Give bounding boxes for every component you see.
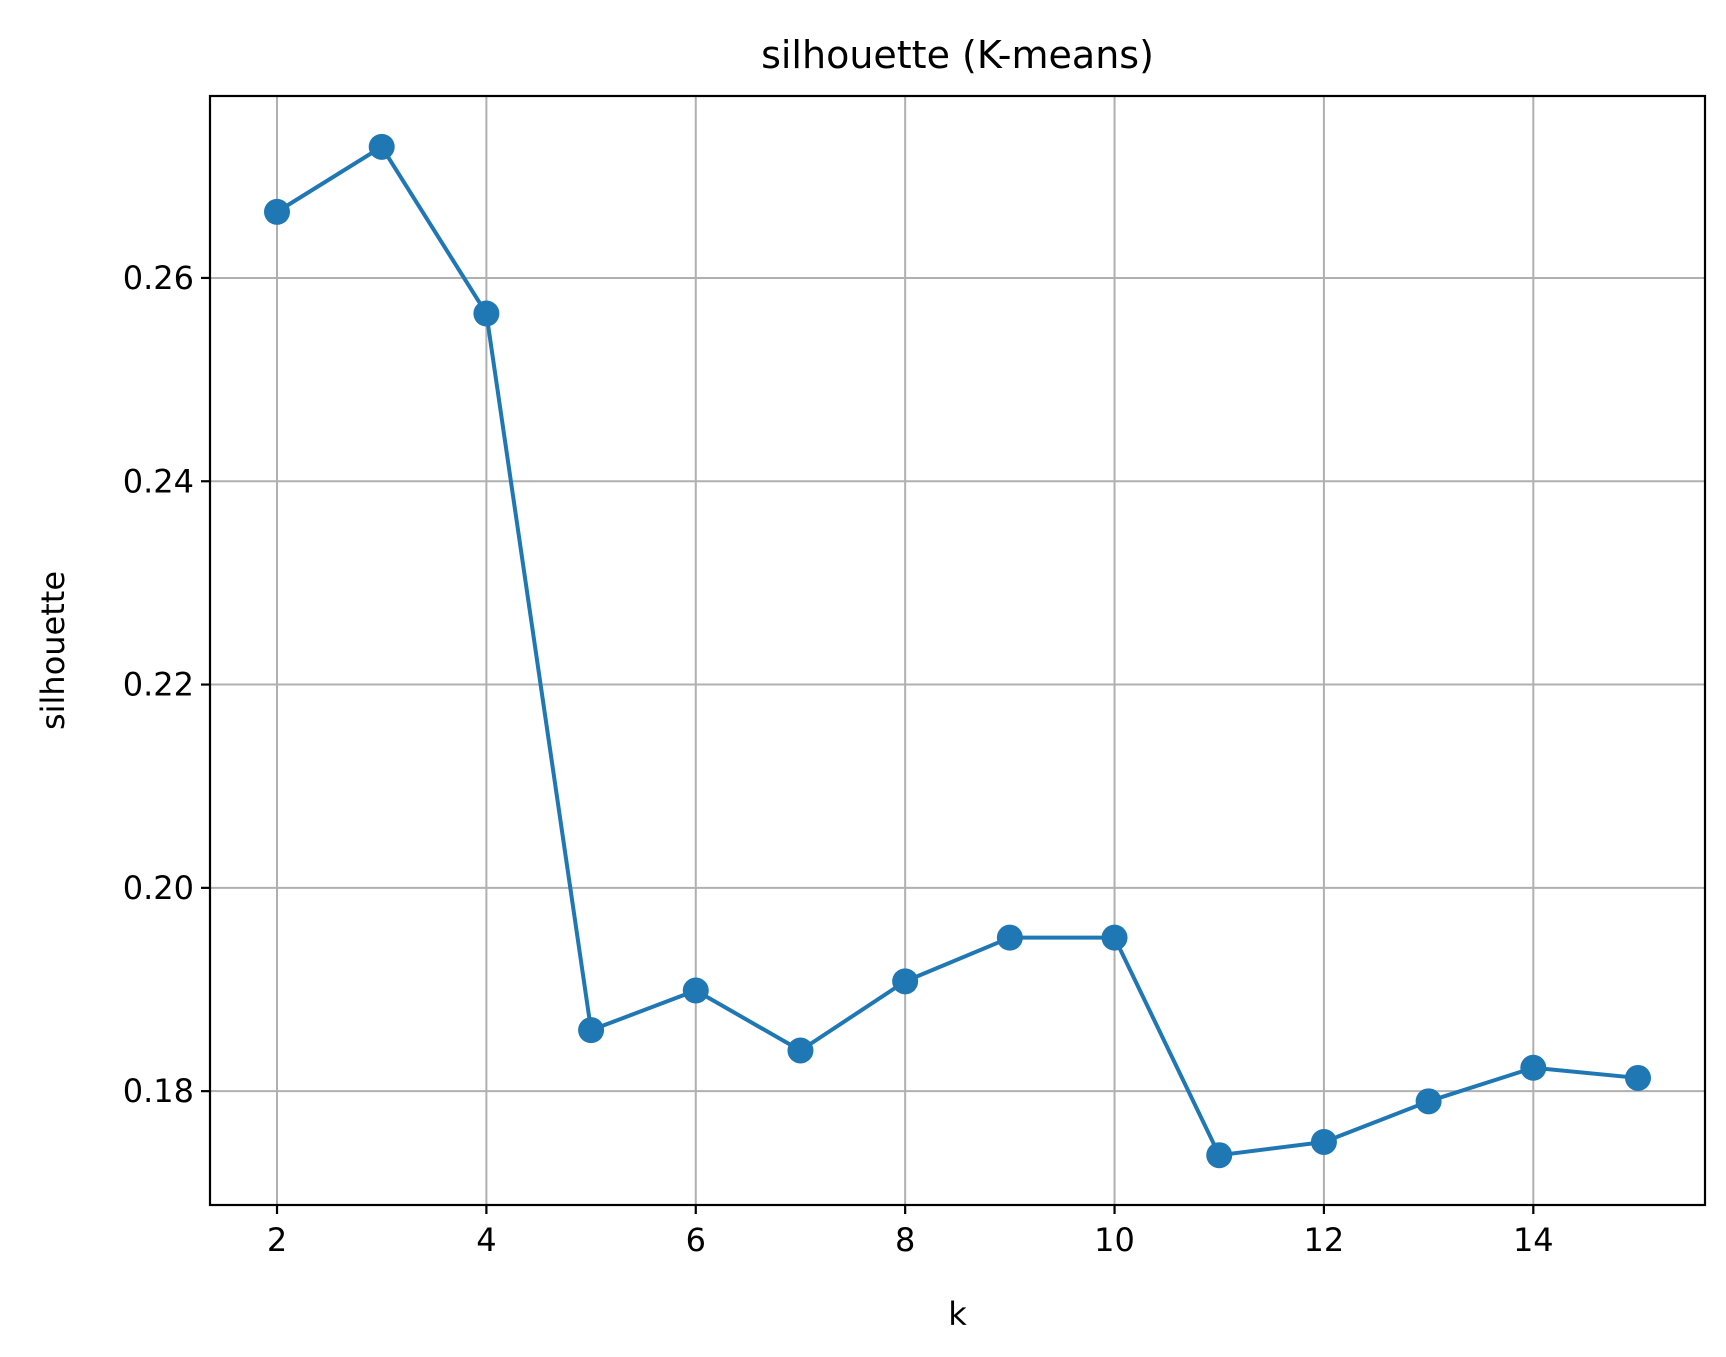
plot-frame: [208, 94, 1707, 1207]
data-point: [787, 1037, 814, 1064]
x-tick-label: 10: [1094, 1221, 1135, 1259]
x-tick-label: 14: [1513, 1221, 1554, 1259]
data-point: [996, 924, 1023, 951]
data-point: [578, 1017, 605, 1044]
x-tick-label: 6: [686, 1221, 706, 1259]
data-point: [1415, 1088, 1442, 1115]
data-point: [264, 198, 291, 225]
y-axis-label: silhouette: [34, 571, 72, 730]
data-point: [368, 133, 395, 160]
x-tick-label: 4: [476, 1221, 496, 1259]
axis-ticks: 2 4 6 8 10 12 14 0.18 0.20 0.22 0.24 0.26: [123, 259, 1554, 1259]
data-point: [892, 968, 919, 995]
data-point: [1206, 1142, 1233, 1169]
x-tick-label: 8: [895, 1221, 915, 1259]
data-point: [1520, 1054, 1547, 1081]
data-point: [1101, 924, 1128, 951]
series-line: [275, 144, 1639, 1158]
y-tick-label: 0.20: [123, 869, 194, 907]
y-tick-label: 0.22: [123, 666, 194, 704]
data-point: [473, 300, 500, 327]
x-tick-label: 2: [267, 1221, 287, 1259]
x-axis-label: k: [948, 1295, 967, 1333]
data-point: [1624, 1064, 1651, 1091]
data-point: [682, 977, 709, 1004]
y-tick-label: 0.26: [123, 259, 194, 297]
y-tick-label: 0.18: [123, 1072, 194, 1110]
data-point: [1310, 1128, 1337, 1155]
grid: [210, 96, 1705, 1205]
chart-title: silhouette (K-means): [761, 33, 1154, 77]
x-tick-label: 12: [1304, 1221, 1345, 1259]
series: [264, 133, 1651, 1169]
y-tick-label: 0.24: [123, 462, 194, 500]
